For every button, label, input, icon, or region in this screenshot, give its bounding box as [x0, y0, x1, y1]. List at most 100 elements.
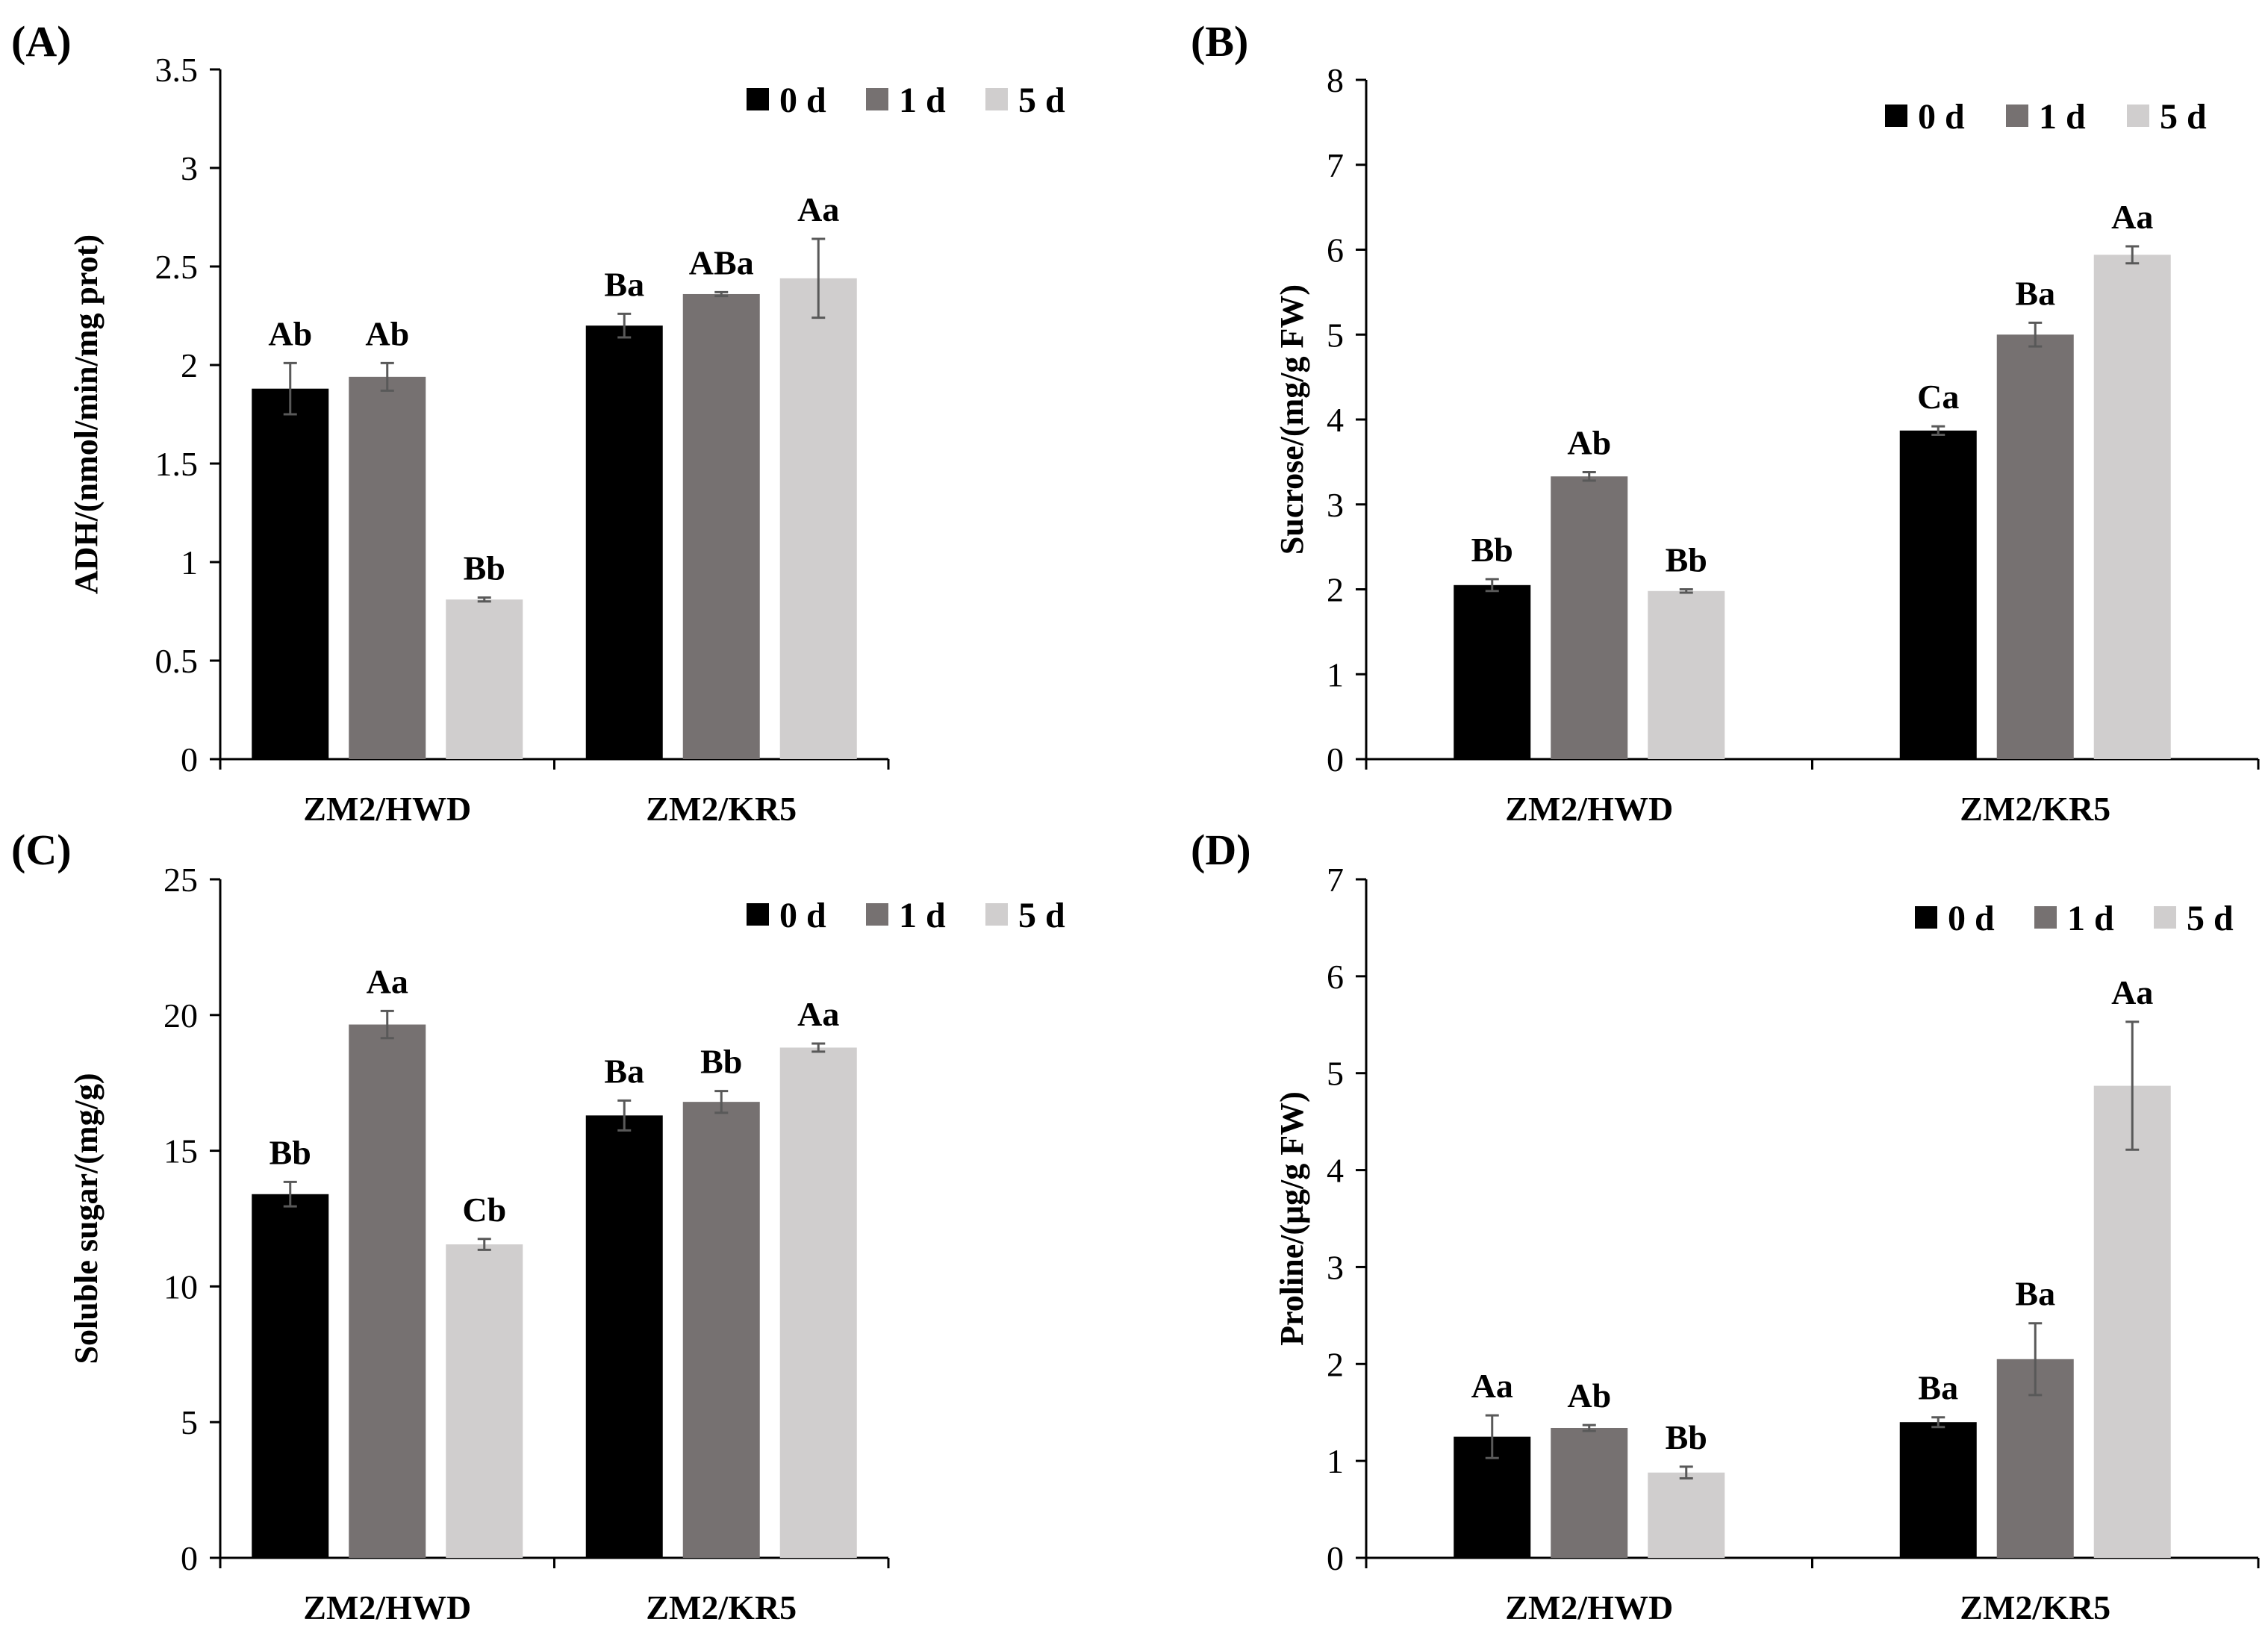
bar-0d-ZM2-KR5 — [1899, 430, 1977, 759]
chart-panel-b: (B) 0 1 2 3 4 5 6 7 8 ZM2/HWD ZM2/KR5 Sucrose/(mg/g … — [1191, 17, 2260, 828]
legend-swatch — [866, 88, 888, 110]
y-tick-label: 7 — [1327, 861, 1344, 899]
bar-0d-ZM2-HWD — [252, 1194, 329, 1558]
x-category-label: ZM2/KR5 — [1960, 1588, 2110, 1627]
y-tick-label: 7 — [1327, 146, 1344, 184]
bar-1d-ZM2-HWD — [349, 376, 426, 760]
y-tick-label: 1 — [1327, 655, 1344, 693]
legend-label: 0 d — [1948, 899, 1995, 938]
bar-1d-ZM2-HWD — [1551, 1427, 1628, 1558]
y-tick-label: 2.5 — [155, 248, 199, 286]
legend: 0 d 1 d 5 d — [1885, 97, 2207, 137]
bar-5d-ZM2-KR5 — [2093, 255, 2171, 759]
y-tick-label: 1 — [181, 543, 198, 581]
x-category-label: ZM2/KR5 — [1960, 790, 2110, 828]
y-axis-title: Soluble sugar/(mg/g) — [68, 1073, 105, 1365]
legend-label: 1 d — [2039, 97, 2086, 137]
legend-swatch — [2154, 906, 2176, 929]
y-tick-label: 1.5 — [155, 445, 199, 483]
chart-panel-a: (A) 0 0.5 1 1.5 2 2.5 3 3.5 ZM2/HWD ZM2/KR5 ADH/(nm… — [11, 17, 1065, 828]
y-axis-title: ADH/(nmol/min/mg prot) — [68, 234, 105, 594]
legend-label: 1 d — [2067, 899, 2114, 938]
y-tick-label: 3.5 — [155, 51, 199, 89]
y-tick-label: 4 — [1327, 1152, 1344, 1190]
legend-swatch — [1915, 906, 1937, 929]
y-tick-label: 10 — [163, 1267, 198, 1306]
panel-label: (A) — [11, 17, 72, 66]
panel-label: (B) — [1191, 17, 1248, 66]
significance-label: Ab — [1567, 1376, 1611, 1415]
legend: 0 d 1 d 5 d — [1915, 899, 2234, 938]
significance-label: Bb — [1666, 1418, 1707, 1456]
panel-label: (D) — [1191, 826, 1251, 874]
significance-label: Ba — [604, 1052, 644, 1090]
y-tick-label: 15 — [163, 1132, 198, 1170]
y-tick-label: 5 — [181, 1403, 198, 1441]
legend-swatch — [747, 903, 769, 926]
chart-panel-d: (D) 0 1 2 3 4 5 6 7 ZM2/HWD ZM2/KR5 Proline/(μg/g F… — [1191, 826, 2260, 1627]
significance-label: Ab — [365, 314, 409, 352]
legend-swatch — [2034, 906, 2057, 929]
significance-label: Bb — [270, 1133, 311, 1171]
y-tick-label: 0 — [1327, 740, 1344, 779]
legend-label: 1 d — [899, 896, 946, 935]
bar-0d-ZM2-KR5 — [585, 1115, 663, 1558]
significance-label: Aa — [797, 995, 839, 1033]
y-tick-label: 8 — [1327, 61, 1344, 99]
y-tick-label: 2 — [181, 346, 198, 384]
legend-label: 5 d — [1018, 81, 1065, 120]
significance-label: Ca — [1917, 378, 1959, 416]
significance-label: Bb — [1471, 531, 1513, 569]
bar-5d-ZM2-KR5 — [779, 278, 857, 760]
legend-swatch — [2006, 105, 2028, 127]
x-category-label: ZM2/KR5 — [646, 790, 797, 828]
significance-label: Ba — [2015, 274, 2055, 312]
significance-label: Ba — [2015, 1275, 2055, 1313]
bar-5d-ZM2-KR5 — [779, 1047, 857, 1558]
legend-swatch — [2127, 105, 2149, 127]
bar-5d-ZM2-HWD — [1648, 590, 1725, 759]
y-tick-label: 3 — [1327, 1248, 1344, 1286]
y-tick-label: 25 — [163, 861, 198, 899]
y-tick-label: 3 — [1327, 486, 1344, 524]
y-tick-label: 0 — [181, 1539, 198, 1577]
legend-swatch — [985, 88, 1008, 110]
chart-panel-c: (C) 0 5 10 15 20 25 ZM2/HWD ZM2/KR5 Soluble sugar… — [11, 826, 1065, 1627]
significance-label: Aa — [2111, 973, 2153, 1011]
panel-label: (C) — [11, 826, 72, 874]
y-tick-label: 6 — [1327, 231, 1344, 269]
legend-swatch — [866, 903, 888, 926]
significance-label: Ba — [604, 265, 644, 303]
significance-label: Bb — [464, 549, 505, 587]
x-category-label: ZM2/HWD — [303, 1588, 471, 1627]
legend-label: 5 d — [2187, 899, 2234, 938]
bar-0d-ZM2-HWD — [1454, 584, 1531, 759]
x-category-label: ZM2/HWD — [303, 790, 471, 828]
significance-label: Aa — [797, 190, 839, 228]
legend-label: 5 d — [2160, 97, 2207, 137]
bar-5d-ZM2-HWD — [1648, 1472, 1725, 1558]
bar-5d-ZM2-KR5 — [2093, 1085, 2171, 1558]
significance-label: Aa — [2111, 198, 2153, 236]
significance-label: Bb — [1666, 541, 1707, 579]
legend-label: 5 d — [1018, 896, 1065, 935]
y-tick-label: 4 — [1327, 401, 1344, 439]
y-tick-label: 5 — [1327, 1055, 1344, 1093]
bar-1d-ZM2-HWD — [1551, 476, 1628, 759]
x-category-label: ZM2/HWD — [1505, 790, 1673, 828]
y-axis-title: Proline/(μg/g FW) — [1274, 1091, 1310, 1346]
significance-label: Cb — [462, 1191, 506, 1229]
bar-1d-ZM2-HWD — [349, 1024, 426, 1558]
y-tick-label: 5 — [1327, 316, 1344, 354]
y-tick-label: 0 — [181, 740, 198, 779]
significance-label: Aa — [1471, 1367, 1513, 1405]
x-category-label: ZM2/KR5 — [646, 1588, 797, 1627]
legend-label: 0 d — [779, 81, 826, 120]
y-tick-label: 6 — [1327, 958, 1344, 996]
y-tick-label: 20 — [163, 997, 198, 1035]
significance-label: Aa — [367, 962, 408, 1000]
legend-swatch — [1885, 105, 1907, 127]
legend: 0 d 1 d 5 d — [747, 896, 1065, 935]
significance-label: Bb — [700, 1043, 742, 1081]
